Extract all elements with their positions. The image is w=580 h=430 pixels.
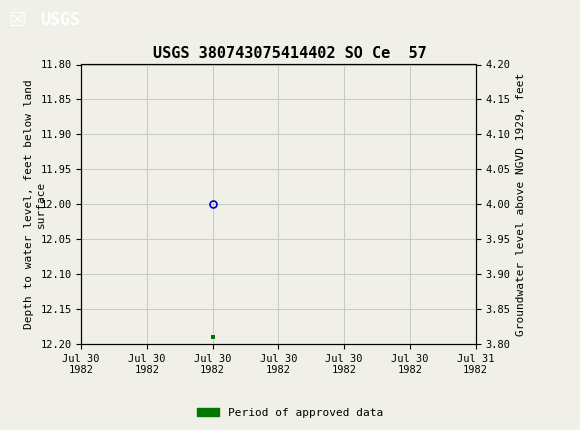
Y-axis label: Depth to water level, feet below land
surface: Depth to water level, feet below land su… bbox=[24, 80, 45, 329]
Text: USGS 380743075414402 SO Ce  57: USGS 380743075414402 SO Ce 57 bbox=[153, 46, 427, 61]
Y-axis label: Groundwater level above NGVD 1929, feet: Groundwater level above NGVD 1929, feet bbox=[516, 73, 526, 336]
Text: ☒: ☒ bbox=[9, 11, 26, 30]
Text: USGS: USGS bbox=[41, 12, 81, 29]
Legend: Period of approved data: Period of approved data bbox=[193, 403, 387, 422]
